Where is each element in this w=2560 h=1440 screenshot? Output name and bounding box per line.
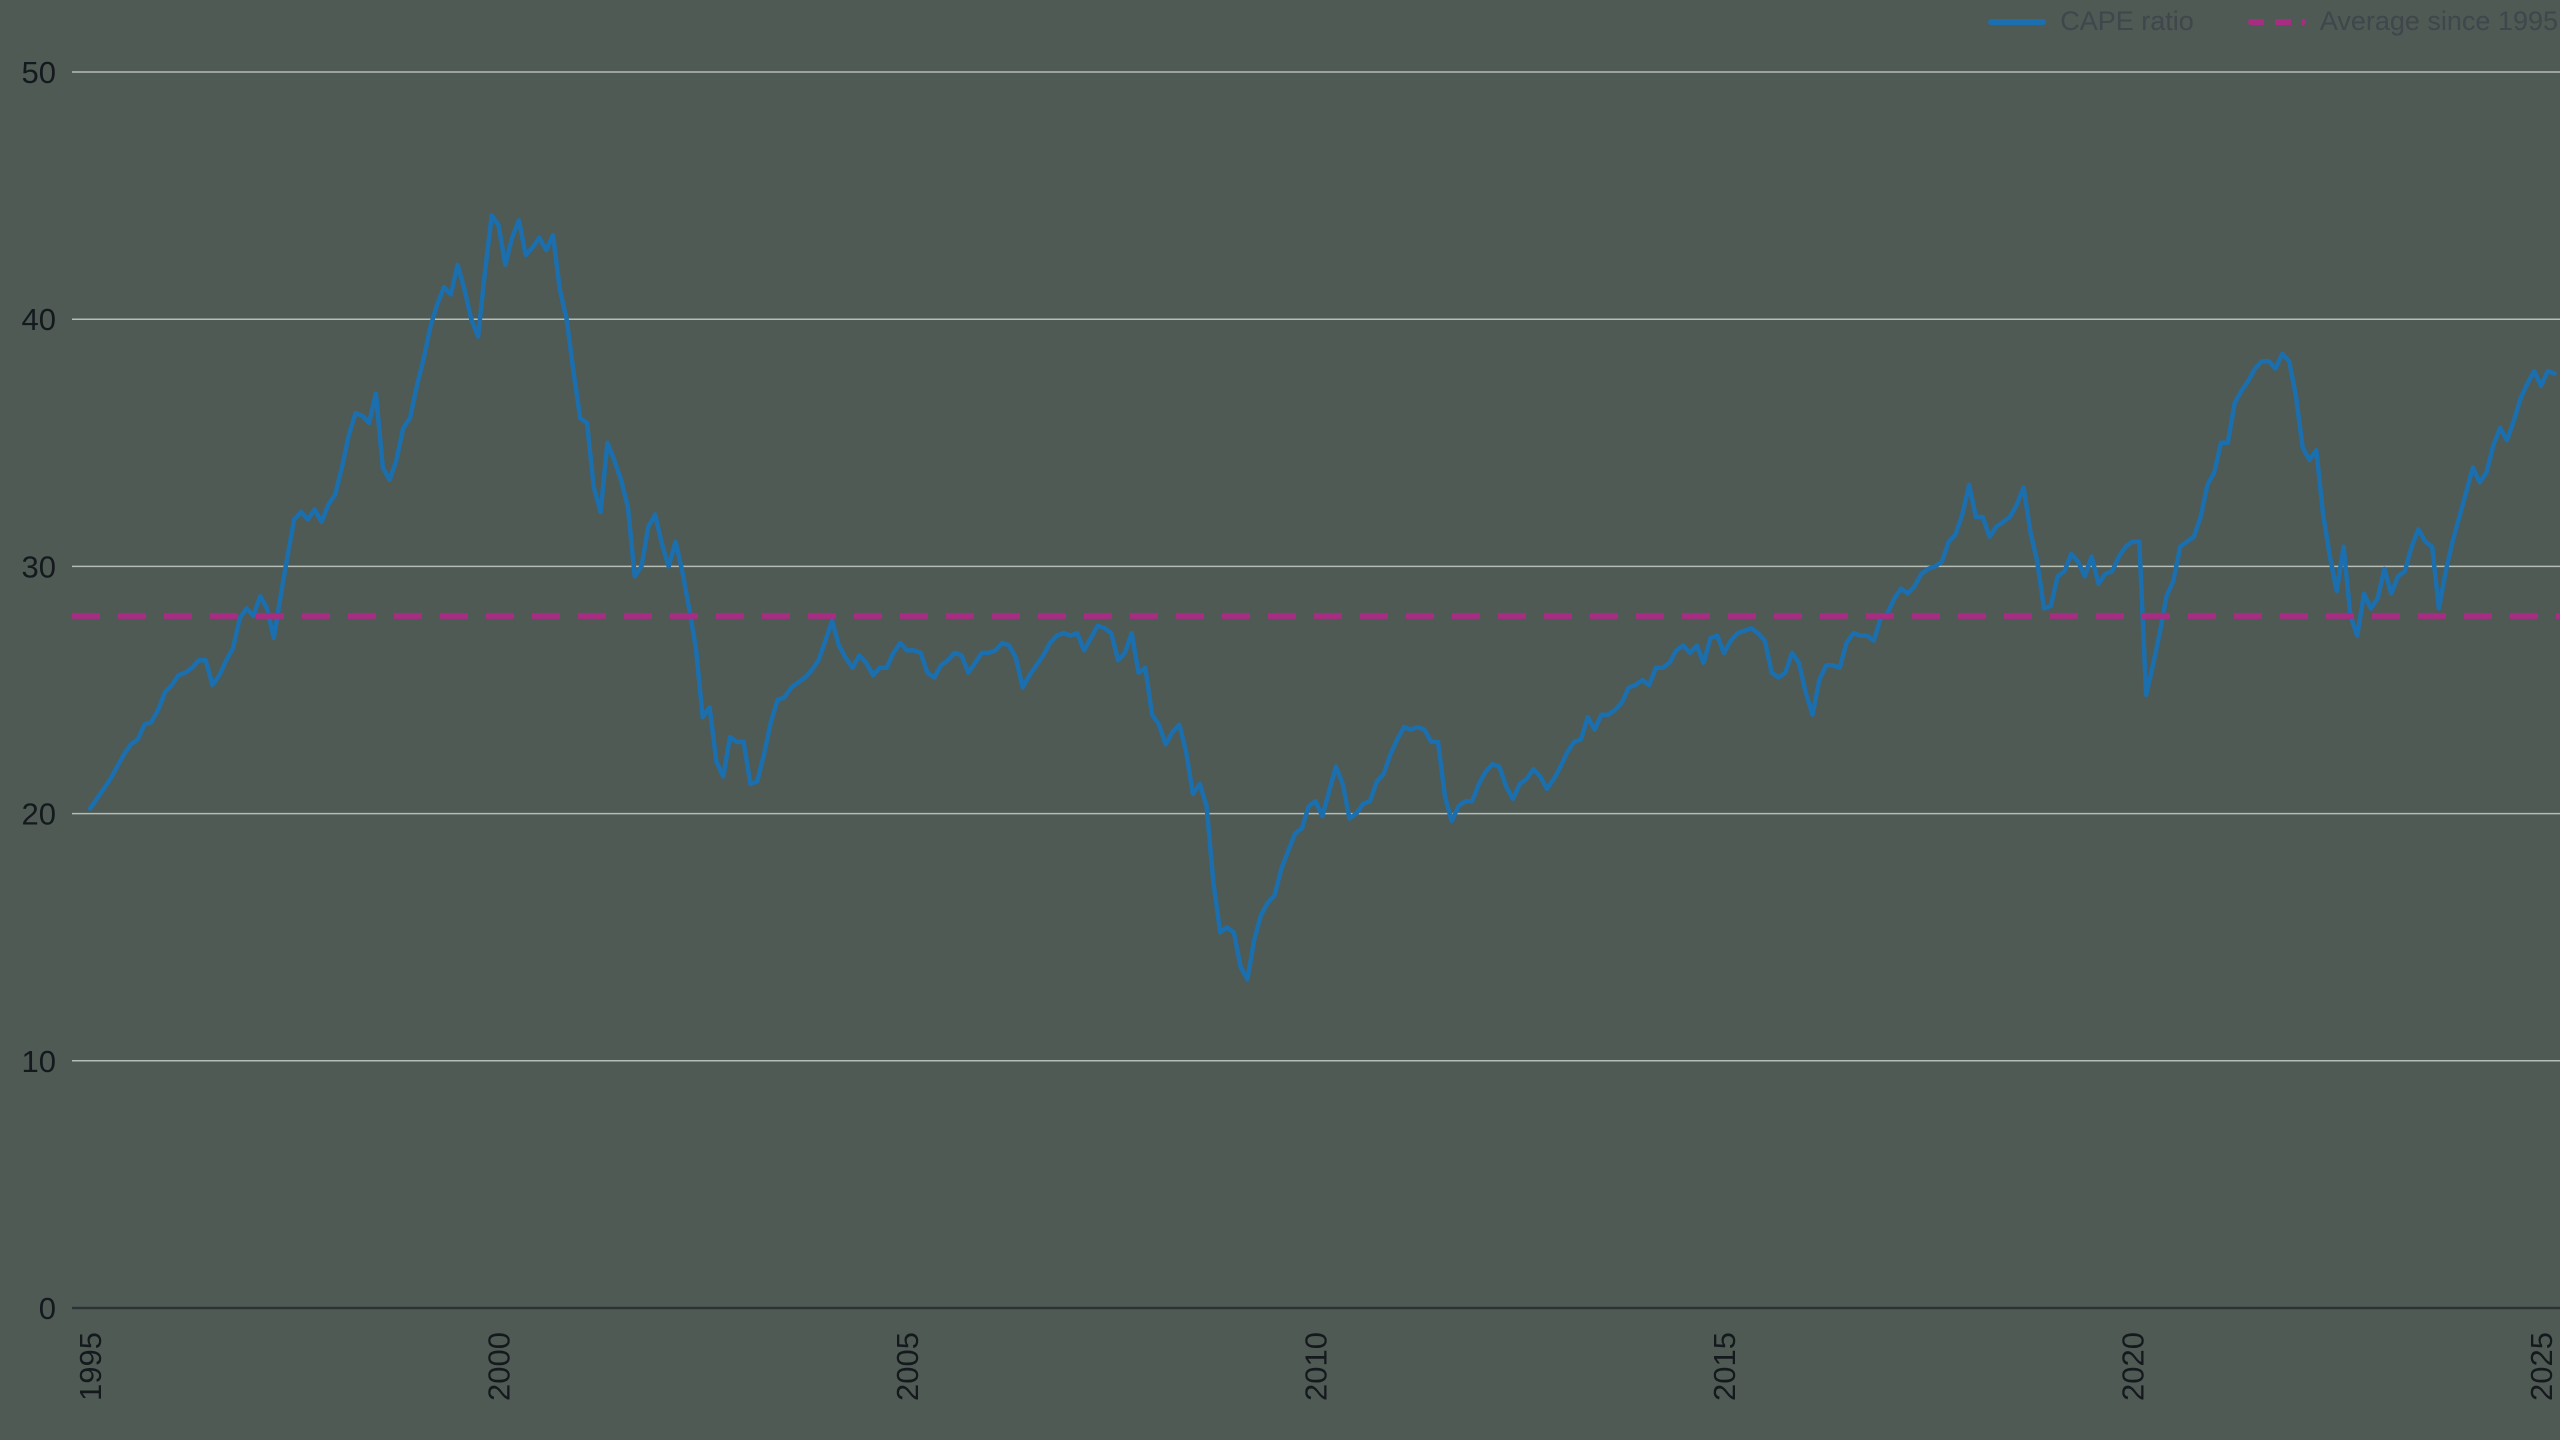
y-tick-label-20: 20 bbox=[22, 797, 56, 832]
legend-solid-line-swatch bbox=[1988, 18, 2047, 25]
y-tick-label-50: 50 bbox=[22, 55, 56, 90]
y-tick-label-10: 10 bbox=[22, 1044, 56, 1079]
x-tick-label-2025: 2025 bbox=[2524, 1332, 2559, 1401]
x-tick-label-2015: 2015 bbox=[1707, 1332, 1742, 1401]
x-tick-label-2010: 2010 bbox=[1299, 1332, 1334, 1401]
legend-dashed-line-swatch bbox=[2247, 18, 2306, 25]
cape-ratio-line bbox=[87, 213, 2557, 982]
chart-legend: CAPE ratio Average since 1995 bbox=[1988, 8, 2560, 35]
x-tick-label-1995: 1995 bbox=[73, 1332, 108, 1401]
legend-label-cape-ratio: CAPE ratio bbox=[2060, 6, 2194, 36]
legend-item-cape-ratio: CAPE ratio bbox=[1988, 8, 2194, 35]
legend-label-average: Average since 1995 bbox=[2319, 6, 2558, 36]
x-tick-label-2000: 2000 bbox=[482, 1332, 517, 1401]
y-tick-label-30: 30 bbox=[22, 549, 56, 584]
x-tick-label-2005: 2005 bbox=[890, 1332, 925, 1401]
legend-item-average: Average since 1995 bbox=[2247, 6, 2558, 36]
y-tick-label-40: 40 bbox=[22, 302, 56, 337]
x-tick-label-2020: 2020 bbox=[2116, 1332, 2151, 1401]
y-tick-label-0: 0 bbox=[39, 1291, 56, 1326]
